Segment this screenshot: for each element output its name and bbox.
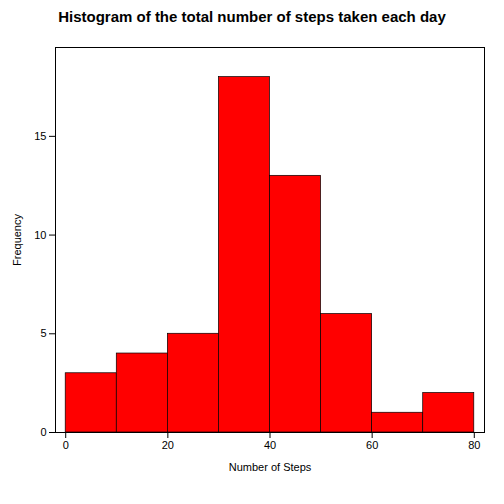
svg-text:15: 15 (34, 130, 46, 142)
svg-text:Frequency: Frequency (11, 214, 23, 266)
svg-text:60: 60 (366, 439, 378, 451)
svg-text:Number of Steps: Number of Steps (229, 461, 312, 473)
svg-text:0: 0 (40, 426, 46, 438)
svg-text:40: 40 (264, 439, 276, 451)
svg-text:20: 20 (162, 439, 174, 451)
svg-text:0: 0 (63, 439, 69, 451)
svg-text:5: 5 (40, 327, 46, 339)
html-text:Histogram of the total number: Histogram of the total number of steps t… (58, 8, 446, 25)
svg-text:80: 80 (468, 439, 480, 451)
svg-text:10: 10 (34, 229, 46, 241)
